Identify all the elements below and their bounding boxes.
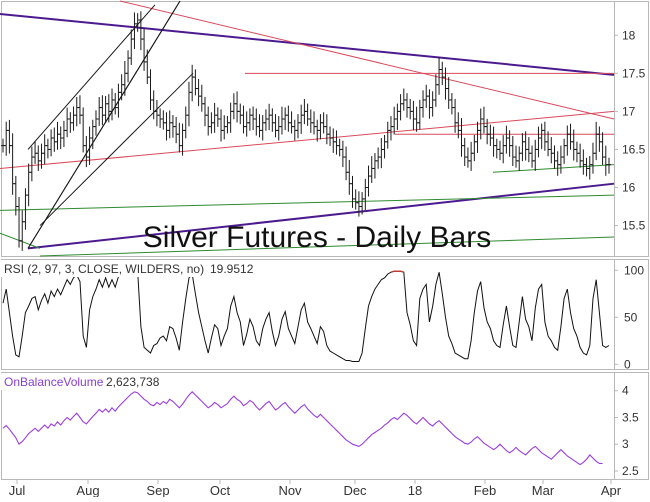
price-panel-frame bbox=[1, 1, 649, 257]
x-tick-label: Dec bbox=[343, 483, 367, 497]
obv-line bbox=[2, 391, 603, 466]
x-tick-label: 18 bbox=[408, 483, 422, 497]
rsi-y-tick-label: 0 bbox=[624, 357, 631, 371]
rsi-label: RSI (2, 97, 3, CLOSE, WILDERS, no) bbox=[4, 262, 204, 276]
rsi-y-tick-label: 50 bbox=[624, 310, 638, 324]
price-bar bbox=[607, 157, 611, 174]
obv-panel: 4 3.5 3 2.5 OnBalanceVolume 2,623,738 bbox=[1, 373, 639, 478]
obv-label-box bbox=[1, 373, 161, 390]
price-y-tick-label: 17 bbox=[622, 104, 636, 118]
rsi-overbought-segment bbox=[400, 270, 404, 273]
price-y-axis: 15.5 16 16.5 17 17.5 18 bbox=[614, 28, 646, 233]
rsi-panel-frame bbox=[1, 259, 649, 370]
x-tick-label: Nov bbox=[278, 483, 302, 497]
x-tick-label: Mar bbox=[532, 483, 555, 497]
obv-y-tick-label: 2.5 bbox=[622, 464, 639, 478]
panel-frames bbox=[1, 1, 649, 480]
price-y-tick-label: 16 bbox=[622, 180, 636, 194]
x-tick-label: Aug bbox=[76, 483, 99, 497]
trendline bbox=[27, 182, 615, 250]
trendline bbox=[0, 12, 615, 76]
rsi-line bbox=[2, 270, 610, 362]
obv-panel-frame bbox=[1, 372, 649, 480]
x-tick-label: Sep bbox=[146, 483, 169, 497]
obv-label: OnBalanceVolume bbox=[4, 375, 104, 389]
trendline bbox=[119, 0, 615, 120]
rsi-panel: 100 50 0 RSI (2, 97, 3, CLOSE, WILDERS, no… bbox=[1, 260, 644, 371]
trendline bbox=[39, 236, 615, 257]
trendline bbox=[0, 194, 615, 211]
obv-y-tick-label: 4 bbox=[622, 384, 629, 398]
price-bars bbox=[1, 11, 611, 251]
trendline bbox=[492, 164, 615, 173]
x-tick-label: Oct bbox=[210, 483, 231, 497]
rsi-y-tick-label: 100 bbox=[624, 263, 644, 277]
rsi-label-box bbox=[1, 260, 257, 277]
x-tick-label: Jul bbox=[9, 483, 26, 497]
rsi-value: 19.9512 bbox=[210, 262, 254, 276]
x-axis: Jul Aug Sep Oct Nov Dec 18 Feb Mar Apr bbox=[9, 479, 622, 498]
obv-y-tick-label: 3.5 bbox=[622, 410, 639, 424]
obv-y-axis: 4 3.5 3 2.5 bbox=[614, 384, 639, 478]
trendline bbox=[39, 72, 194, 226]
rsi-y-axis: 100 50 0 bbox=[614, 263, 644, 371]
obv-y-tick-label: 3 bbox=[622, 437, 629, 451]
price-y-tick-label: 17.5 bbox=[622, 66, 646, 80]
x-tick-label: Feb bbox=[474, 483, 496, 497]
price-y-tick-label: 15.5 bbox=[622, 219, 646, 233]
price-y-tick-label: 18 bbox=[622, 28, 636, 42]
chart-title: Silver Futures - Daily Bars bbox=[143, 221, 491, 254]
obv-value: 2,623,738 bbox=[106, 375, 160, 389]
price-trendlines bbox=[0, 0, 615, 257]
trendline bbox=[0, 110, 615, 169]
rsi-overbought-segment bbox=[390, 270, 395, 273]
trendline bbox=[27, 4, 156, 150]
x-tick-label: Apr bbox=[601, 483, 622, 497]
price-panel: 15.5 16 16.5 17 17.5 18 Silver Futures - Dail… bbox=[0, 0, 646, 257]
price-y-tick-label: 16.5 bbox=[622, 142, 646, 156]
trendline bbox=[27, 0, 181, 249]
